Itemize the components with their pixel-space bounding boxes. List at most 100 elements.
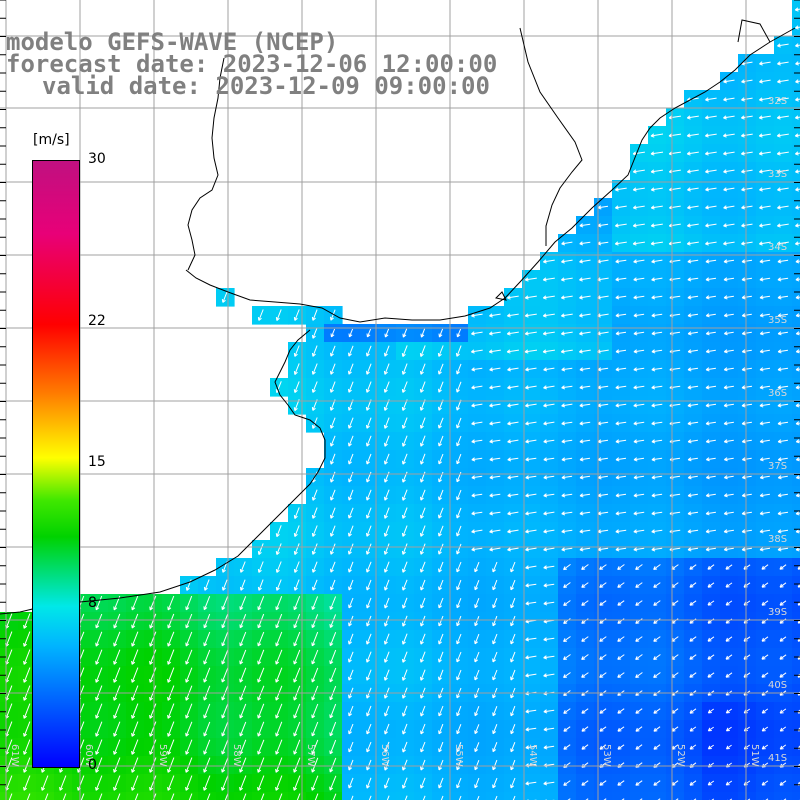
wind-arrow <box>543 727 555 732</box>
wind-arrow <box>203 739 211 755</box>
wind-cell <box>288 792 307 800</box>
wind-arrow <box>543 475 555 480</box>
wind-cell <box>360 792 379 800</box>
wind-arrow <box>615 295 627 300</box>
wind-arrow <box>615 331 627 336</box>
wind-arrow <box>474 580 480 591</box>
wind-arrow <box>41 775 49 791</box>
wind-arrow <box>507 529 519 534</box>
wind-arrow <box>543 259 555 264</box>
wind-arrow <box>795 439 800 444</box>
wind-arrow <box>633 421 645 426</box>
wind-arrow <box>777 385 789 390</box>
wind-cell <box>324 792 343 800</box>
wind-arrow <box>653 564 661 570</box>
wind-arrow <box>492 598 498 609</box>
wind-arrow <box>687 439 698 444</box>
wind-arrow <box>330 309 336 321</box>
wind-arrow <box>203 667 211 683</box>
wind-arrow <box>742 457 752 462</box>
wind-arrow <box>759 61 771 66</box>
wind-arrow <box>795 475 800 480</box>
wind-arrow <box>293 667 301 683</box>
longitude-label: 52W <box>675 744 686 767</box>
wind-arrow <box>579 277 591 282</box>
wind-arrow <box>384 777 390 789</box>
wind-arrow <box>402 741 408 753</box>
wind-arrow <box>689 708 697 714</box>
wind-arrow <box>438 669 444 681</box>
wind-arrow <box>741 133 753 138</box>
wind-arrow <box>438 363 444 375</box>
wind-arrow <box>542 295 555 300</box>
wind-cell <box>450 792 469 800</box>
wind-arrow <box>492 742 498 753</box>
longitude-label: 59W <box>157 744 168 767</box>
wind-arrow <box>761 636 769 642</box>
wind-arrow <box>456 579 462 591</box>
wind-arrow <box>401 345 408 357</box>
wind-arrow <box>384 669 390 681</box>
wind-arrow <box>581 744 589 750</box>
wind-arrow <box>149 757 157 773</box>
wind-arrow <box>311 721 319 737</box>
wind-arrow <box>689 780 697 786</box>
wind-arrow <box>95 613 103 629</box>
wind-arrow <box>543 367 555 372</box>
wind-arrow <box>653 582 661 588</box>
wind-arrow <box>311 667 319 683</box>
wind-arrow <box>489 367 501 372</box>
wind-arrow <box>723 187 735 192</box>
wind-arrow <box>795 349 800 354</box>
wind-arrow <box>330 489 336 501</box>
wind-arrow <box>650 169 663 174</box>
wind-arrow <box>438 615 444 627</box>
wind-arrow <box>777 421 789 426</box>
wind-arrow <box>561 493 573 498</box>
wind-arrow <box>185 595 193 611</box>
wind-arrow <box>311 525 318 537</box>
wind-arrow <box>456 489 462 501</box>
wind-arrow <box>419 345 426 357</box>
wind-arrow <box>723 547 734 552</box>
wind-cell <box>792 774 800 793</box>
wind-arrow <box>581 780 589 786</box>
wind-arrow <box>687 349 698 354</box>
wind-arrow <box>311 507 318 519</box>
wind-arrow <box>600 798 607 800</box>
wind-arrow <box>384 453 390 465</box>
wind-arrow <box>239 614 247 629</box>
island-path <box>494 291 507 301</box>
wind-arrow <box>705 151 717 156</box>
wind-arrow <box>579 385 591 390</box>
wind-arrow <box>650 223 663 228</box>
wind-arrow <box>293 561 300 573</box>
wind-cell <box>720 792 739 800</box>
wind-arrow <box>777 259 789 264</box>
wind-arrow <box>686 241 699 246</box>
wind-arrow <box>401 417 408 429</box>
wind-arrow <box>599 708 607 714</box>
wind-arrow <box>384 435 390 447</box>
wind-arrow <box>402 777 408 789</box>
wind-arrow <box>543 781 555 786</box>
wind-arrow <box>525 709 537 714</box>
wind-arrow <box>525 439 537 444</box>
wind-arrow <box>579 457 591 462</box>
wind-arrow <box>257 596 265 611</box>
wind-cell <box>54 792 73 800</box>
wind-arrow <box>401 525 408 537</box>
wind-arrow <box>723 151 735 156</box>
wind-arrow <box>383 543 390 555</box>
wind-arrow <box>366 741 372 753</box>
wind-arrow <box>651 457 663 462</box>
wind-arrow <box>741 205 753 210</box>
wind-arrow <box>795 223 800 228</box>
wind-arrow <box>221 291 228 303</box>
wind-arrow <box>471 457 483 462</box>
wind-arrow <box>686 115 699 120</box>
wind-arrow <box>723 97 735 102</box>
wind-arrow <box>542 349 555 354</box>
wind-arrow <box>402 669 408 681</box>
wind-arrow <box>401 381 408 393</box>
